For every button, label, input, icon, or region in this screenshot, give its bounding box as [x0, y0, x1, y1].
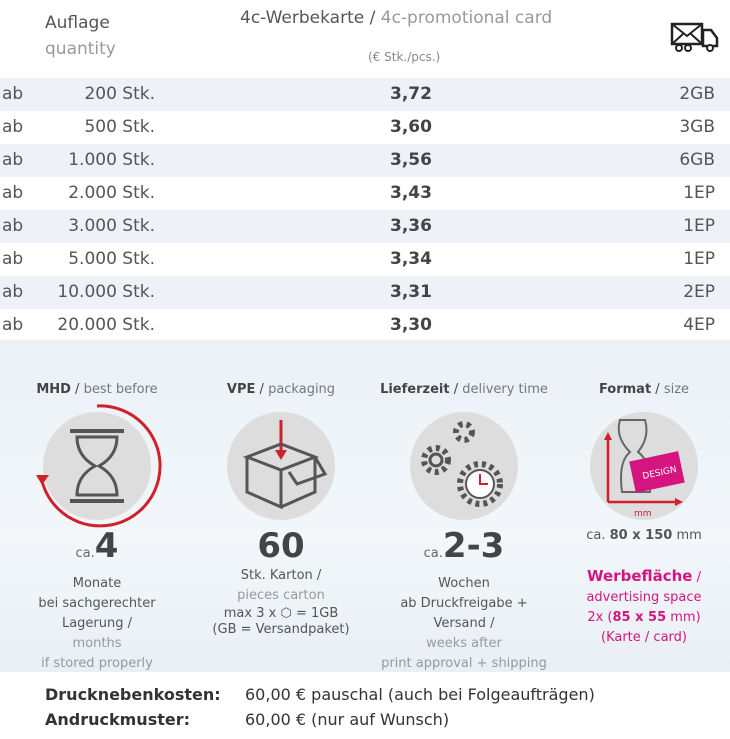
row-ship: 3GB [679, 117, 715, 137]
mhd-column: MHD / best before ca.4 Monate bei sachge… [7, 380, 187, 674]
format-title: Format / size [598, 382, 690, 397]
cost-row: Drucknebenkosten: 60,00 € pauschal (auch … [45, 685, 595, 704]
row-ab: ab [2, 84, 24, 104]
row-price: 3,72 [390, 84, 432, 104]
table-row: ab 1.000 Stk. 3,56 6GB [0, 144, 730, 177]
row-qty: 1.000 Stk. [68, 150, 155, 170]
table-row: ab 10.000 Stk. 3,31 2EP [0, 276, 730, 309]
box-icon [227, 412, 335, 520]
row-ship: 1EP [683, 249, 715, 269]
additional-costs: Drucknebenkosten: 60,00 € pauschal (auch … [45, 682, 595, 732]
adv-card: (Karte / card) [601, 630, 687, 645]
mhd-line3: if stored properly [41, 656, 153, 671]
row-ship: 2GB [679, 84, 715, 104]
delivery-line1: ab Druckfreigabe + Versand / [400, 596, 528, 631]
row-ship: 1EP [683, 183, 715, 203]
row-price: 3,60 [390, 117, 432, 137]
row-price: 3,43 [390, 183, 432, 203]
format-size: 80 x 150 [609, 528, 673, 543]
title-de: 4c-Werbekarte [240, 8, 365, 28]
row-price: 3,56 [390, 150, 432, 170]
mhd-line2: months [72, 636, 122, 651]
quantity-header-en: quantity [45, 39, 116, 59]
row-ab: ab [2, 117, 24, 137]
row-price: 3,34 [390, 249, 432, 269]
adv-size: 85 x 55 [612, 610, 667, 625]
small-box-icon: ⬡ [280, 606, 292, 621]
mhd-value: 4 [94, 526, 119, 566]
adv-space-de: Werbefläche [587, 567, 693, 585]
cost-row: Andruckmuster: 60,00 € (nur auf Wunsch) [45, 710, 450, 729]
row-ship: 4EP [683, 315, 715, 335]
row-ab: ab [2, 150, 24, 170]
format-column: Format / size DESIGN mm ca. 80 x 150 mm … [554, 380, 730, 648]
delivery-title: Lieferzeit / delivery time [380, 382, 548, 397]
price-unit: (€ Stk./pcs.) [368, 50, 441, 64]
row-qty: 500 Stk. [84, 117, 155, 137]
mhd-unit: Monate [72, 576, 122, 591]
delivery-line2: weeks after [426, 636, 502, 651]
vpe-value: 60 [257, 526, 305, 566]
adv-space-en: advertising space [586, 590, 702, 605]
row-price: 3,36 [390, 216, 432, 236]
row-price: 3,30 [390, 315, 432, 335]
vpe-line3: (GB = Versandpaket) [212, 622, 350, 637]
row-ab: ab [2, 216, 24, 236]
row-qty: 3.000 Stk. [68, 216, 155, 236]
row-qty: 20.000 Stk. [57, 315, 155, 335]
row-ship: 2EP [683, 282, 715, 302]
row-ab: ab [2, 282, 24, 302]
delivery-line3: print approval + shipping [381, 656, 547, 671]
delivery-unit: Wochen [438, 576, 490, 591]
vpe-unit: Stk. Karton / [240, 568, 322, 583]
delivery-column: Lieferzeit / delivery time ca.2-3 Wochen… [374, 380, 554, 674]
table-row: ab 2.000 Stk. 3,43 1EP [0, 177, 730, 210]
mm-label: mm [634, 509, 652, 519]
vpe-title: VPE / packaging [226, 382, 336, 397]
row-qty: 200 Stk. [84, 84, 155, 104]
quantity-header: Auflage quantity [45, 10, 116, 62]
vpe-column: VPE / packaging 60 Stk. Karton / pieces … [191, 380, 371, 638]
row-ab: ab [2, 315, 24, 335]
table-header: Auflage quantity 4c-Werbekarte / 4c-prom… [0, 0, 730, 78]
envelope-truck-icon [670, 22, 719, 52]
vpe-line1: pieces carton [237, 588, 325, 603]
table-row: ab 5.000 Stk. 3,34 1EP [0, 243, 730, 276]
row-qty: 2.000 Stk. [68, 183, 155, 203]
table-row: ab 3.000 Stk. 3,36 1EP [0, 210, 730, 243]
table-row: ab 20.000 Stk. 3,30 4EP [0, 309, 730, 342]
title-en: 4c-promotional card [380, 8, 553, 28]
hourglass-icon [36, 404, 162, 528]
mhd-line1: bei sachgerechter Lagerung / [38, 596, 156, 631]
format-size-icon: DESIGN mm [590, 412, 698, 520]
quantity-header-de: Auflage [45, 13, 110, 33]
row-qty: 10.000 Stk. [57, 282, 155, 302]
mhd-title: MHD / best before [36, 382, 158, 397]
gears-clock-icon [410, 412, 518, 520]
row-ab: ab [2, 183, 24, 203]
table-row: ab 200 Stk. 3,72 2GB [0, 78, 730, 111]
row-qty: 5.000 Stk. [68, 249, 155, 269]
table-row: ab 500 Stk. 3,60 3GB [0, 111, 730, 144]
row-ab: ab [2, 249, 24, 269]
product-info-section: MHD / best before ca.4 Monate bei sachge… [0, 340, 730, 672]
row-ship: 1EP [683, 216, 715, 236]
product-title: 4c-Werbekarte / 4c-promotional card [240, 8, 553, 28]
row-price: 3,31 [390, 282, 432, 302]
row-ship: 6GB [679, 150, 715, 170]
delivery-value: 2-3 [442, 526, 505, 566]
